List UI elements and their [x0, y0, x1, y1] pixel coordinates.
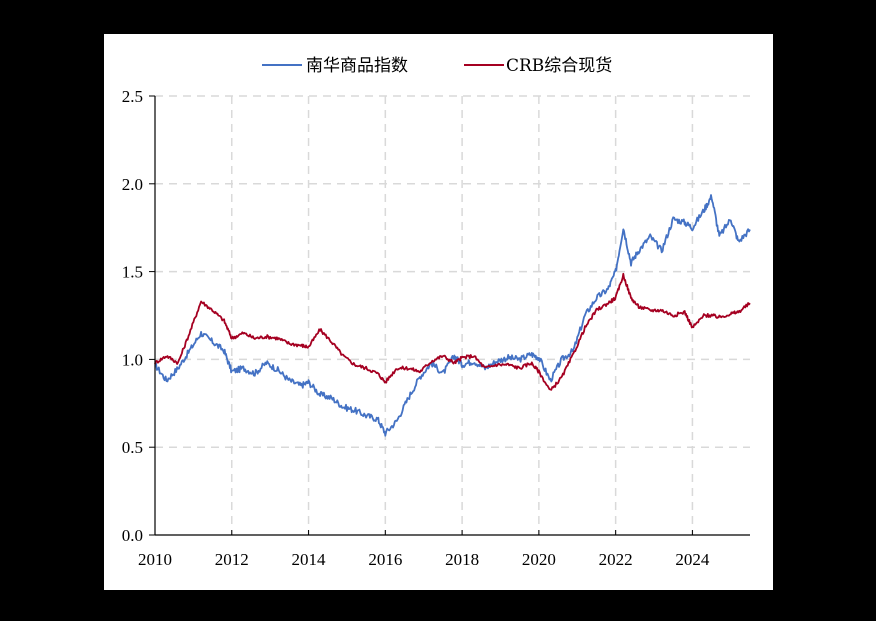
x-tick-label: 2016	[368, 550, 402, 569]
x-tick-label: 2018	[445, 550, 479, 569]
axes: 0.0 0.5 1.0 1.5 2.0 2.5 2010 2012 2014 2016 2018 20…	[122, 87, 750, 569]
y-tick-label: 2.5	[122, 87, 143, 106]
x-tick-label: 2020	[522, 550, 556, 569]
legend: 南华商品指数 CRB综合现货	[262, 56, 612, 76]
legend-label-nanhua: 南华商品指数	[306, 56, 408, 76]
series-lines	[154, 194, 751, 437]
y-tick-label: 2.0	[122, 175, 143, 194]
legend-label-crb: CRB综合现货	[506, 56, 612, 76]
x-tick-label: 2012	[215, 550, 249, 569]
grid-lines	[155, 95, 750, 535]
y-tick-label: 1.0	[122, 350, 143, 369]
x-tick-label: 2010	[138, 550, 172, 569]
x-tick-label: 2024	[675, 550, 710, 569]
x-tick-label: 2022	[599, 550, 633, 569]
y-tick-label: 1.5	[122, 263, 143, 282]
series-line-nanhua	[154, 194, 751, 437]
x-tick-label: 2014	[292, 550, 327, 569]
y-tick-label: 0.5	[122, 438, 143, 457]
series-line-crb	[154, 272, 751, 391]
y-tick-label: 0.0	[122, 526, 143, 545]
